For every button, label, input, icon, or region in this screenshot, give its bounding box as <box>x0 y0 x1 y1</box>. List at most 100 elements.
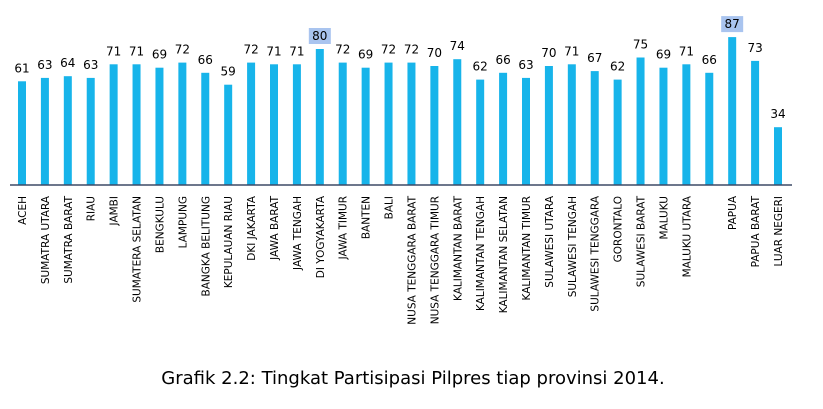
value-label: 71 <box>679 44 694 58</box>
value-label: 71 <box>266 44 281 58</box>
value-label: 63 <box>83 58 98 72</box>
x-tick-label: LAMPUNG <box>177 196 189 248</box>
x-tick-label: BANTEN <box>361 196 373 239</box>
bar <box>522 77 530 185</box>
x-tick-label: SUMATRA BARAT <box>63 195 75 283</box>
x-tick-label: KALIMANTAN TENGAH <box>475 196 487 311</box>
value-label: 80 <box>312 29 327 43</box>
x-tick-label: SUMATRA UTARA <box>40 195 52 284</box>
bar <box>728 37 737 185</box>
value-label-highlight <box>721 16 744 33</box>
bar <box>682 64 691 185</box>
x-tick-label: KALIMANTAN BARAT <box>452 195 464 301</box>
x-tick-label: ACEH <box>17 196 29 225</box>
x-tick-label: MALUKU <box>658 196 670 240</box>
x-tick-label: DKI JAKARTA <box>246 195 258 261</box>
value-label: 59 <box>221 65 236 79</box>
bar <box>40 77 49 185</box>
value-label: 69 <box>152 48 167 62</box>
bar <box>132 64 141 185</box>
bar <box>315 49 324 185</box>
x-tick-label: SULAWESI UTARA <box>544 195 556 288</box>
value-label: 71 <box>564 44 579 58</box>
bar <box>659 67 668 185</box>
value-label: 72 <box>175 43 190 57</box>
x-tick-label: KALIMANTAN TIMUR <box>521 196 533 300</box>
x-tick-label: JAWA BARAT <box>269 195 281 260</box>
value-label: 66 <box>495 53 510 67</box>
x-tick-label: KEPULAUAN RIAU <box>223 196 235 288</box>
chart-title: Grafik 2.2: Tingkat Partisipasi Pilpres … <box>161 368 664 389</box>
value-label: 71 <box>289 44 304 58</box>
bar <box>292 64 301 185</box>
value-label: 63 <box>518 58 533 72</box>
value-label: 74 <box>450 39 465 53</box>
bar <box>384 62 393 185</box>
x-tick-label: SULAWESI BARAT <box>636 195 648 287</box>
x-tick-label: RIAU <box>86 196 98 221</box>
value-label: 66 <box>702 53 717 67</box>
bar <box>613 79 622 185</box>
value-label: 64 <box>60 56 75 70</box>
bar <box>109 64 118 185</box>
x-tick-label: BENGKULU <box>154 196 166 253</box>
x-tick-label: MALUKU UTARA <box>681 195 693 277</box>
value-label: 34 <box>770 107 785 121</box>
value-label: 69 <box>656 48 671 62</box>
bar <box>178 62 187 185</box>
x-tick-label: KALIMANTAN SELATAN <box>498 196 510 313</box>
bar <box>590 71 599 185</box>
value-label: 70 <box>427 46 442 60</box>
value-label: 71 <box>129 44 144 58</box>
bar <box>201 72 210 185</box>
bar <box>751 60 760 185</box>
bar <box>476 79 485 185</box>
bar <box>774 127 782 185</box>
x-tick-label: NUSA TENGGARA TIMUR <box>429 196 441 324</box>
value-label: 87 <box>725 17 740 31</box>
bar <box>155 67 164 185</box>
x-tick-label: SULAWESI TENGAH <box>567 196 579 297</box>
x-tick-label: JAWA TIMUR <box>338 196 350 260</box>
value-label: 66 <box>198 53 213 67</box>
value-label: 72 <box>335 43 350 57</box>
bar <box>430 66 439 185</box>
value-label: 69 <box>358 48 373 62</box>
value-label: 63 <box>37 58 52 72</box>
value-label: 73 <box>747 41 762 55</box>
x-tick-label: SUMATERA SELATAN <box>132 196 144 303</box>
value-label: 72 <box>381 43 396 57</box>
value-label: 75 <box>633 38 648 52</box>
x-tick-label: BANGKA BELITUNG <box>200 196 212 296</box>
bar <box>567 64 576 185</box>
bar <box>63 76 72 185</box>
bar <box>224 84 233 185</box>
bar <box>18 81 26 185</box>
bar <box>86 77 95 185</box>
x-tick-label: GORONTALO <box>613 196 625 262</box>
x-tick-label: PAPUA <box>727 195 739 230</box>
bar <box>247 62 256 185</box>
x-tick-label: JAWA TENGAH <box>292 196 304 271</box>
bar <box>361 67 370 185</box>
bar <box>636 57 645 185</box>
value-label: 72 <box>243 43 258 57</box>
x-tick-label: NUSA TENGGARA BARAT <box>406 195 418 324</box>
value-label-highlight <box>308 28 331 44</box>
x-tick-label: JAMBI <box>109 196 121 226</box>
bar <box>544 66 553 185</box>
bar <box>453 59 462 186</box>
value-label: 62 <box>473 60 488 74</box>
value-label: 72 <box>404 43 419 57</box>
bar <box>338 62 347 185</box>
bar <box>407 62 416 185</box>
value-label: 61 <box>14 61 29 75</box>
value-label: 62 <box>610 60 625 74</box>
x-tick-label: LUAR NEGERI <box>773 196 785 266</box>
x-tick-label: DI YOGYAKARTA <box>315 195 327 278</box>
x-tick-label: SULAWESI TENGGARA <box>590 195 602 311</box>
bar <box>499 72 508 185</box>
bar <box>705 72 714 185</box>
value-label: 70 <box>541 46 556 60</box>
